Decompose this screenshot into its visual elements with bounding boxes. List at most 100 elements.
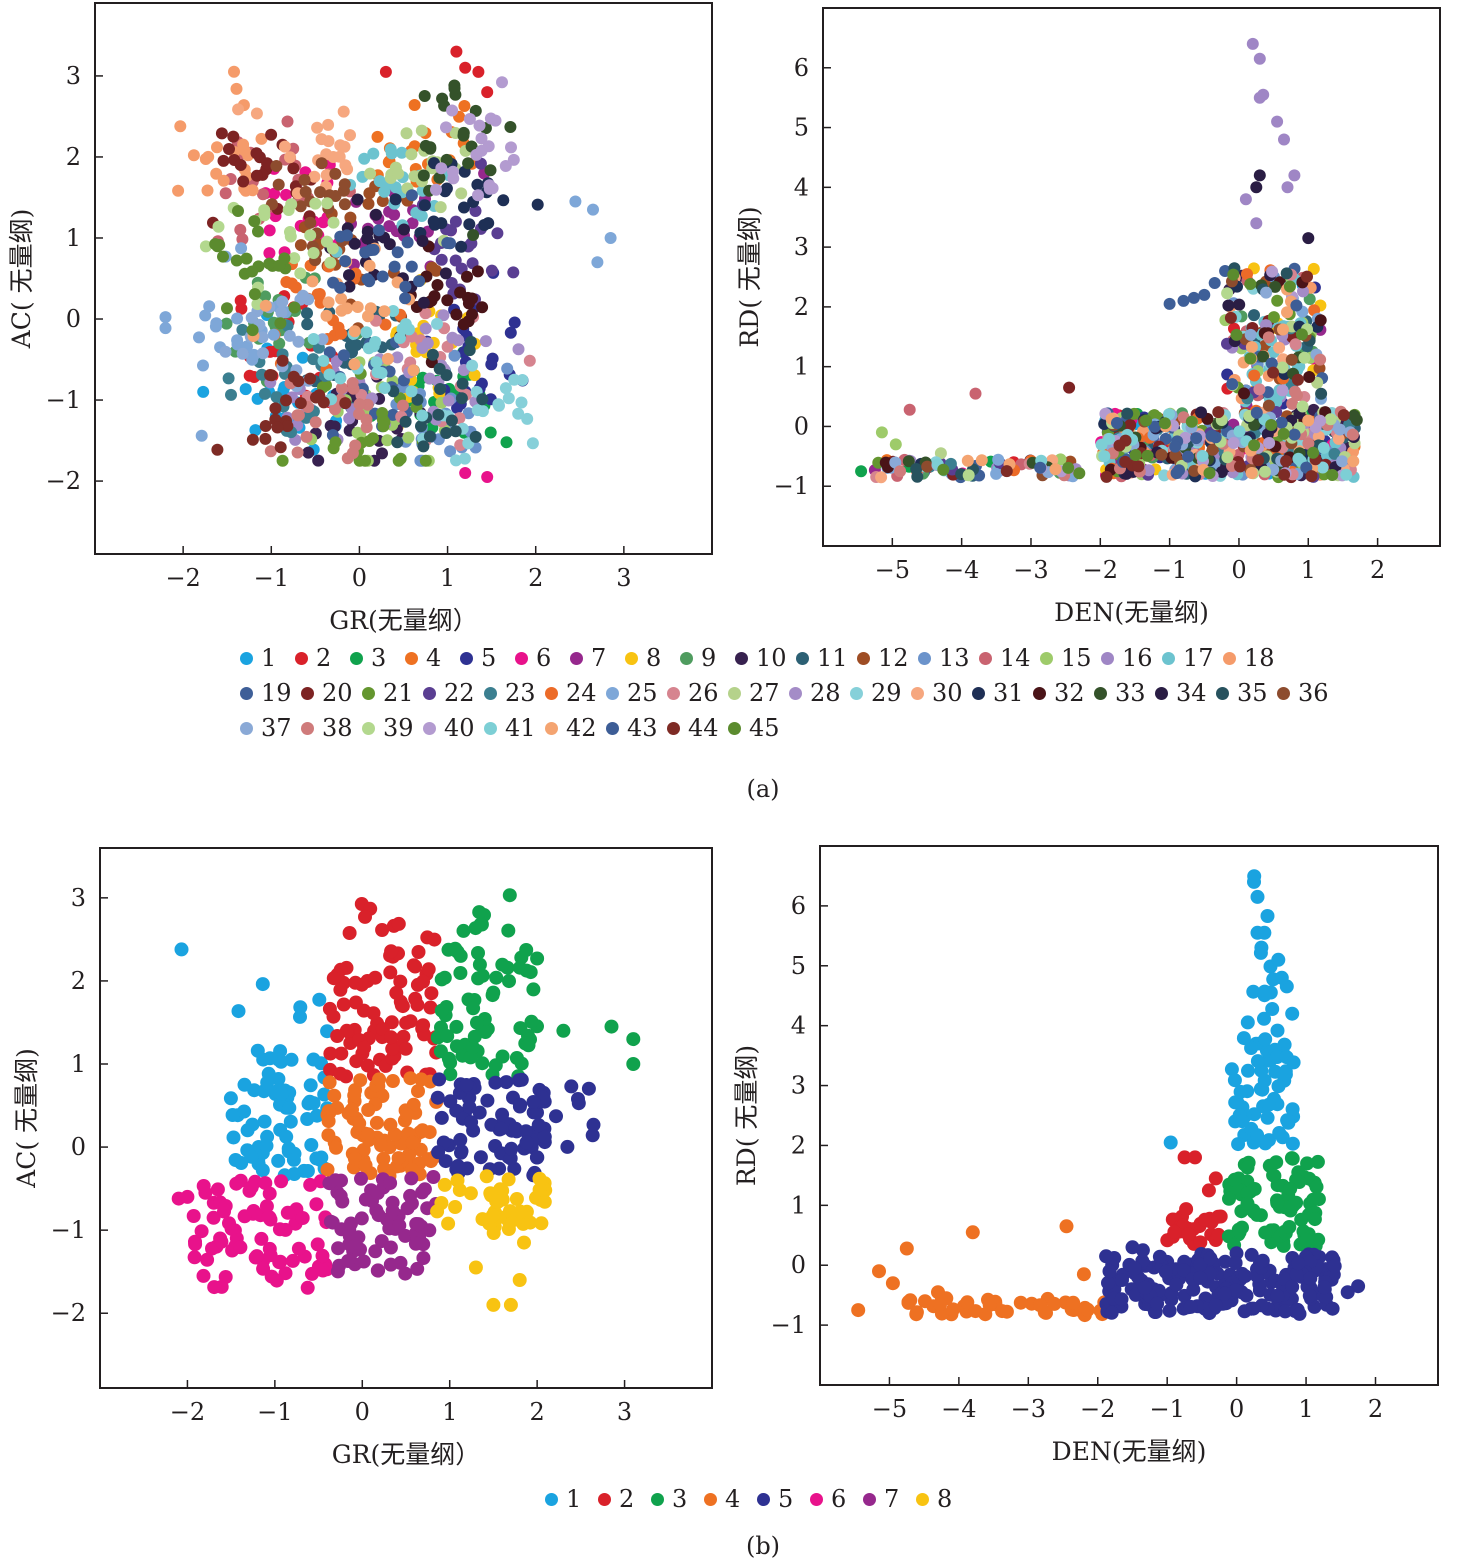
x-tick-label: 2: [1368, 1395, 1383, 1423]
point-a-left-class-35: [399, 415, 412, 428]
point-a-right-class-33: [1269, 280, 1282, 293]
point-a-left-class-31: [463, 218, 476, 231]
point-a-right-class-43: [1170, 467, 1183, 480]
point-b-left-class-4: [374, 1138, 388, 1153]
point-a-left-class-42: [351, 301, 364, 313]
x-tick-label: 0: [355, 1398, 370, 1426]
legend-marker-1: [240, 652, 253, 665]
point-a-left-class-18: [210, 167, 223, 180]
point-a-left-class-18: [172, 184, 185, 197]
point-b-right-class-3: [1240, 1160, 1255, 1175]
point-b-left-class-1: [303, 1078, 318, 1093]
legend-item-36: 36: [1277, 676, 1338, 711]
point-a-left-class-28: [416, 342, 429, 354]
point-a-right-class-32: [1238, 387, 1250, 400]
point-a-left-class-20: [250, 147, 263, 160]
y-tick-label: −1: [771, 1311, 806, 1339]
y-tick-label: 1: [66, 224, 81, 252]
x-axis-label: GR(无量纲）: [332, 1440, 481, 1469]
point-a-left-class-45: [240, 252, 253, 265]
plot-frame: [99, 847, 713, 1389]
legend-row: 1 2 3 4 5 6 7 8 9 10 11 12 13 14 15 16 17 18: [240, 641, 1338, 676]
point-a-right-class-42: [1277, 323, 1289, 336]
point-a-right-class-44: [1000, 465, 1013, 478]
point-a-left-class-33: [462, 157, 475, 170]
point-a-left-class-23: [225, 388, 237, 401]
point-b-left-class-3: [470, 1015, 484, 1030]
point-b-left-class-1: [279, 1129, 294, 1144]
point-a-left-class-43: [361, 273, 374, 286]
legend-label-7: 7: [884, 1485, 900, 1513]
legend-item-18: 18: [1223, 641, 1284, 676]
point-b-left-class-1: [284, 1052, 299, 1067]
legend-label-13: 13: [939, 644, 970, 672]
point-a-right-class-45: [1326, 469, 1339, 481]
point-b-left-class-6: [222, 1216, 236, 1231]
point-a-left-class-9: [273, 337, 286, 350]
point-b-left-class-7: [415, 1185, 430, 1200]
point-b-right-class-5: [1115, 1273, 1129, 1287]
point-b-right-class-1: [1233, 1084, 1248, 1099]
point-a-left-class-33: [484, 164, 497, 177]
legend-marker-40: [423, 722, 436, 735]
point-b-left-class-4: [414, 1072, 429, 1087]
point-b-left-class-7: [392, 1218, 407, 1233]
point-b-left-class-4: [353, 1073, 368, 1088]
point-a-left-class-38: [329, 403, 341, 416]
point-a-left-class-42: [259, 299, 272, 312]
point-b-left-class-5: [432, 1072, 447, 1087]
point-a-left-class-33: [433, 171, 446, 184]
point-b-left-class-2: [410, 997, 425, 1012]
point-a-right-class-37: [1336, 455, 1349, 468]
legend-item-5: 5: [757, 1482, 810, 1517]
point-a-left-class-29: [521, 412, 534, 425]
point-b-right-class-5: [1325, 1301, 1340, 1316]
legend-label-15: 15: [1061, 644, 1092, 672]
point-a-left-class-35: [411, 393, 424, 406]
point-b-left-class-4: [391, 1151, 406, 1166]
point-a-right-class-45: [1141, 449, 1154, 462]
legend-row: 37 38 39 40 41 42 43 44 45: [240, 711, 1338, 746]
point-b-right-class-4: [1033, 1298, 1047, 1313]
point-b-right-class-2: [1201, 1183, 1216, 1198]
point-a-right-class-38: [1262, 331, 1275, 344]
point-b-right-class-4: [933, 1297, 947, 1312]
point-a-left-class-36: [338, 178, 351, 191]
point-a-left-class-11: [344, 339, 357, 352]
legend-marker-29: [850, 687, 863, 700]
point-b-left-class-1: [304, 1138, 319, 1152]
point-b-left-class-2: [336, 997, 351, 1012]
point-a-left-class-18: [255, 132, 268, 145]
point-a-left-class-44: [211, 443, 224, 456]
point-b-left-class-2: [323, 1046, 338, 1061]
point-b-right-class-3: [1307, 1212, 1322, 1227]
point-a-right-class-36: [1155, 448, 1168, 461]
x-axis-label: DEN(无量纲): [1054, 598, 1209, 627]
point-a-right-class-44: [1305, 470, 1318, 483]
point-a-left-class-17: [358, 152, 371, 165]
point-b-left-class-6: [254, 1231, 269, 1246]
point-a-left-class-43: [372, 224, 385, 237]
point-b-left-class-3: [453, 966, 468, 980]
point-a-left-class-32: [450, 308, 463, 321]
point-b-left-class-6: [194, 1224, 209, 1239]
point-a-right-class-39: [1324, 413, 1337, 426]
point-a-left-class-30: [315, 133, 328, 146]
point-b-right-class-3: [1283, 1181, 1298, 1196]
point-a-right-class-40: [1263, 437, 1276, 449]
point-b-left-class-5: [581, 1081, 596, 1096]
point-a-left-class-29: [493, 399, 505, 412]
point-a-left-class-13: [448, 349, 461, 362]
legend-item-4: 4: [704, 1482, 757, 1517]
point-a-right-class-30: [1332, 432, 1345, 445]
point-a-right-class-35: [1315, 387, 1328, 400]
point-b-left-class-5: [519, 1135, 534, 1150]
legend-label-11: 11: [817, 644, 848, 672]
point-a-right-class-44: [1212, 406, 1225, 419]
point-b-right-class-2: [1211, 1227, 1226, 1242]
point-b-left-class-2: [366, 1006, 381, 1021]
point-a-left-class-30: [338, 140, 351, 153]
point-a-right-class-44: [1119, 455, 1132, 468]
point-b-left-class-3: [489, 970, 504, 985]
point-a-left-class-29: [476, 405, 489, 418]
